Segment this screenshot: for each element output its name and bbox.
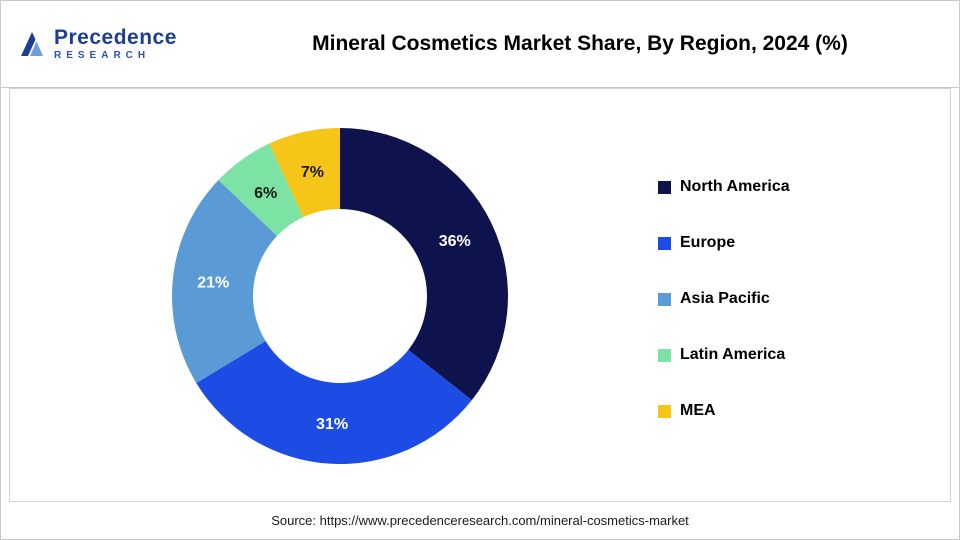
slice-value-label: 7% bbox=[301, 164, 324, 181]
legend-label: Europe bbox=[680, 234, 736, 251]
legend-swatch bbox=[658, 236, 671, 250]
donut-slice bbox=[218, 143, 304, 236]
donut-slice bbox=[269, 128, 340, 218]
legend-label: MEA bbox=[680, 402, 716, 419]
donut-slice bbox=[196, 341, 472, 464]
logo: Precedence RESEARCH bbox=[17, 27, 217, 61]
legend: North America Europe Asia Pacific Latin Ame… bbox=[658, 177, 790, 421]
legend-swatch bbox=[658, 404, 671, 418]
header: Precedence RESEARCH Mineral Cosmetics Ma… bbox=[1, 1, 959, 88]
donut-slice bbox=[171, 180, 278, 383]
legend-label: Latin America bbox=[680, 346, 786, 363]
donut-slice bbox=[340, 128, 508, 401]
legend-item: Europe bbox=[658, 233, 790, 253]
logo-text: Precedence RESEARCH bbox=[54, 27, 177, 61]
slice-value-label: 36% bbox=[439, 233, 471, 250]
legend-item: North America bbox=[658, 177, 790, 197]
legend-item: Latin America bbox=[658, 345, 790, 365]
source-text: Source: https://www.precedenceresearch.c… bbox=[271, 513, 689, 528]
logo-line1: Precedence bbox=[54, 26, 177, 49]
chart-box: 36% 31% 21% 6% 7% North America Europe Asia Pa… bbox=[9, 88, 951, 502]
logo-mark-icon bbox=[17, 29, 47, 59]
slice-value-label: 21% bbox=[197, 275, 229, 292]
slice-value-label: 6% bbox=[254, 185, 277, 202]
footer: Source: https://www.precedenceresearch.c… bbox=[1, 502, 959, 539]
legend-swatch bbox=[658, 180, 671, 194]
logo-line2: RESEARCH bbox=[54, 50, 151, 61]
legend-item: Asia Pacific bbox=[658, 289, 790, 309]
legend-swatch bbox=[658, 292, 671, 306]
slice-value-label: 31% bbox=[316, 416, 348, 433]
page-title: Mineral Cosmetics Market Share, By Regio… bbox=[312, 32, 848, 55]
donut-chart: 36% 31% 21% 6% 7% bbox=[171, 128, 508, 464]
donut-chart-wrap: 36% 31% 21% 6% 7% bbox=[170, 126, 510, 466]
legend-label: North America bbox=[680, 178, 790, 195]
legend-label: Asia Pacific bbox=[680, 290, 770, 307]
legend-swatch bbox=[658, 348, 671, 362]
legend-item: MEA bbox=[658, 401, 790, 421]
